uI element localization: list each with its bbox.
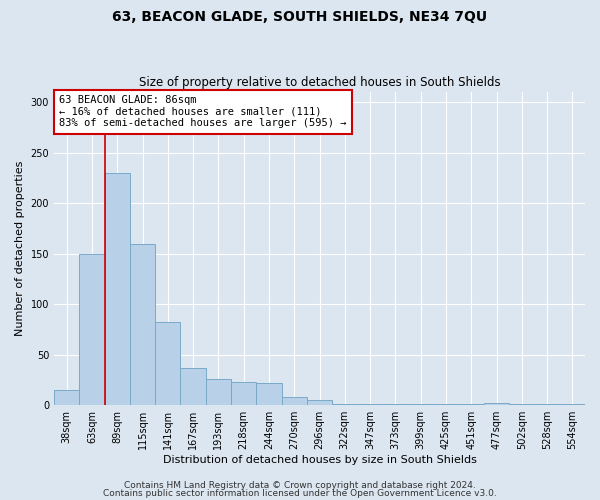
Text: 63, BEACON GLADE, SOUTH SHIELDS, NE34 7QU: 63, BEACON GLADE, SOUTH SHIELDS, NE34 7Q… — [112, 10, 488, 24]
Bar — [256, 383, 281, 405]
Bar — [231, 382, 256, 405]
Bar — [560, 404, 585, 405]
Bar — [433, 404, 458, 405]
Title: Size of property relative to detached houses in South Shields: Size of property relative to detached ho… — [139, 76, 500, 90]
Bar — [307, 400, 332, 405]
Bar — [54, 390, 79, 405]
Bar — [130, 244, 155, 405]
Bar — [509, 404, 535, 405]
Bar — [458, 404, 484, 405]
Text: Contains HM Land Registry data © Crown copyright and database right 2024.: Contains HM Land Registry data © Crown c… — [124, 481, 476, 490]
Bar — [181, 368, 206, 405]
Bar — [281, 397, 307, 405]
Bar — [535, 404, 560, 405]
Bar — [206, 379, 231, 405]
Bar — [484, 403, 509, 405]
Text: Contains public sector information licensed under the Open Government Licence v3: Contains public sector information licen… — [103, 488, 497, 498]
Bar — [408, 404, 433, 405]
Bar — [155, 322, 181, 405]
Bar — [79, 254, 104, 405]
Bar — [358, 404, 383, 405]
Y-axis label: Number of detached properties: Number of detached properties — [15, 161, 25, 336]
Bar — [383, 404, 408, 405]
Text: 63 BEACON GLADE: 86sqm
← 16% of detached houses are smaller (111)
83% of semi-de: 63 BEACON GLADE: 86sqm ← 16% of detached… — [59, 95, 347, 128]
Bar — [332, 404, 358, 405]
X-axis label: Distribution of detached houses by size in South Shields: Distribution of detached houses by size … — [163, 455, 476, 465]
Bar — [104, 173, 130, 405]
